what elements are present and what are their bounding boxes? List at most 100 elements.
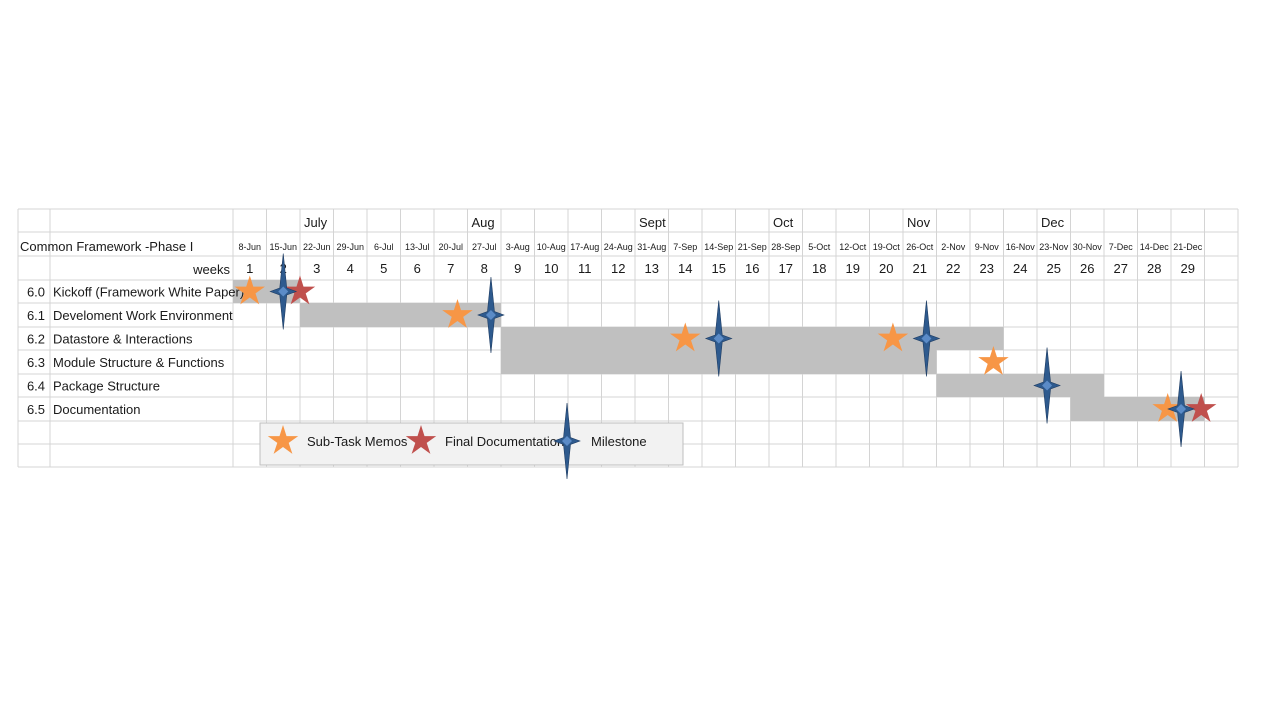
week-number-label: 29 <box>1181 261 1195 276</box>
week-date-label: 9-Nov <box>975 242 1000 252</box>
subtask-memo-marker <box>1152 393 1183 422</box>
task-id: 6.1 <box>27 308 45 323</box>
subtask-memo-marker <box>877 322 909 352</box>
legend-label: Sub-Task Memos <box>307 434 408 449</box>
milestone-marker-highlight <box>278 286 289 297</box>
week-number-label: 14 <box>678 261 692 276</box>
week-number-label: 7 <box>447 261 454 276</box>
task-name: Datastore & Interactions <box>53 332 193 347</box>
month-label: July <box>304 215 328 230</box>
labels: Common Framework -Phase I weeks 6.0 Kicko… <box>20 215 1203 417</box>
month-label: Sept <box>639 215 666 230</box>
week-date-label: 5-Oct <box>808 242 831 252</box>
week-date-label: 14-Sep <box>704 242 733 252</box>
task-bar <box>501 327 1004 350</box>
task-id: 6.5 <box>27 402 45 417</box>
week-number-label: 24 <box>1013 261 1027 276</box>
week-number-label: 11 <box>578 261 592 276</box>
week-date-label: 21-Sep <box>738 242 767 252</box>
task-bars <box>233 280 1205 421</box>
week-date-label: 28-Sep <box>771 242 800 252</box>
week-number-label: 16 <box>745 261 759 276</box>
week-date-label: 19-Oct <box>873 242 901 252</box>
milestone-marker-highlight <box>485 310 496 320</box>
task-bar <box>936 374 1104 397</box>
milestone-marker-highlight <box>562 436 572 446</box>
week-number-label: 10 <box>544 261 558 276</box>
task-id: 6.3 <box>27 355 45 370</box>
chart-title: Common Framework -Phase I <box>20 239 193 254</box>
week-number-label: 5 <box>380 261 387 276</box>
week-date-label: 27-Jul <box>472 242 497 252</box>
subtask-memo-marker <box>670 322 701 352</box>
week-number-label: 20 <box>879 261 893 276</box>
week-date-label: 16-Nov <box>1006 242 1036 252</box>
week-date-label: 26-Oct <box>906 242 934 252</box>
final-documentation-marker <box>284 275 316 305</box>
week-number-label: 22 <box>946 261 960 276</box>
week-number-label: 4 <box>347 261 354 276</box>
subtask-memo-marker <box>978 346 1009 375</box>
milestone-marker-highlight <box>1042 380 1053 391</box>
week-date-label: 23-Nov <box>1039 242 1069 252</box>
week-number-label: 8 <box>481 261 488 276</box>
milestone-marker-highlight <box>1176 404 1187 414</box>
week-date-label: 31-Aug <box>637 242 666 252</box>
week-date-label: 12-Oct <box>839 242 867 252</box>
month-label: Aug <box>472 215 495 230</box>
final-documentation-marker <box>1185 393 1217 422</box>
task-name: Kickoff (Framework White Paper) <box>53 285 244 300</box>
week-date-label: 24-Aug <box>604 242 633 252</box>
week-number-label: 3 <box>313 261 320 276</box>
week-number-label: 28 <box>1147 261 1161 276</box>
week-date-label: 13-Jul <box>405 242 430 252</box>
final-documentation-marker <box>405 425 437 454</box>
milestone-marker-highlight <box>713 333 724 344</box>
legend-label: Milestone <box>591 434 647 449</box>
task-name: Documentation <box>53 402 140 417</box>
legend-label: Final Documentation <box>445 434 564 449</box>
week-date-label: 7-Dec <box>1109 242 1134 252</box>
markers <box>234 253 1217 448</box>
task-name: Package Structure <box>53 379 160 394</box>
task-bar <box>300 303 501 327</box>
month-label: Dec <box>1041 215 1065 230</box>
week-date-label: 8-Jun <box>238 242 261 252</box>
week-number-label: 12 <box>611 261 625 276</box>
task-name: Develoment Work Environment <box>53 308 233 323</box>
week-date-label: 2-Nov <box>941 242 966 252</box>
week-number-label: 27 <box>1114 261 1128 276</box>
week-number-label: 25 <box>1047 261 1061 276</box>
week-date-label: 10-Aug <box>537 242 566 252</box>
legend: Sub-Task Memos Final Documentation Milesto… <box>259 402 684 480</box>
week-number-label: 9 <box>514 261 521 276</box>
week-date-label: 30-Nov <box>1073 242 1103 252</box>
week-date-label: 3-Aug <box>506 242 530 252</box>
week-number-label: 21 <box>913 261 927 276</box>
week-date-label: 7-Sep <box>673 242 697 252</box>
subtask-memo-marker <box>234 275 265 305</box>
task-id: 6.4 <box>27 379 45 394</box>
week-date-label: 21-Dec <box>1173 242 1203 252</box>
week-date-label: 29-Jun <box>336 242 364 252</box>
week-number-label: 6 <box>414 261 421 276</box>
legend-box <box>259 422 684 466</box>
week-number-label: 17 <box>779 261 793 276</box>
week-number-label: 23 <box>980 261 994 276</box>
week-date-label: 20-Jul <box>438 242 463 252</box>
month-label: Oct <box>773 215 794 230</box>
milestone-marker-highlight <box>921 333 932 344</box>
week-date-label: 17-Aug <box>570 242 599 252</box>
month-label: Nov <box>907 215 931 230</box>
task-id: 6.2 <box>27 332 45 347</box>
week-number-label: 13 <box>645 261 659 276</box>
week-date-label: 6-Jul <box>374 242 394 252</box>
week-date-label: 14-Dec <box>1140 242 1170 252</box>
task-id: 6.0 <box>27 285 45 300</box>
week-date-label: 15-Jun <box>269 242 297 252</box>
subtask-memo-marker <box>267 425 299 454</box>
task-name: Module Structure & Functions <box>53 355 225 370</box>
week-number-label: 18 <box>812 261 826 276</box>
week-number-label: 1 <box>246 261 253 276</box>
